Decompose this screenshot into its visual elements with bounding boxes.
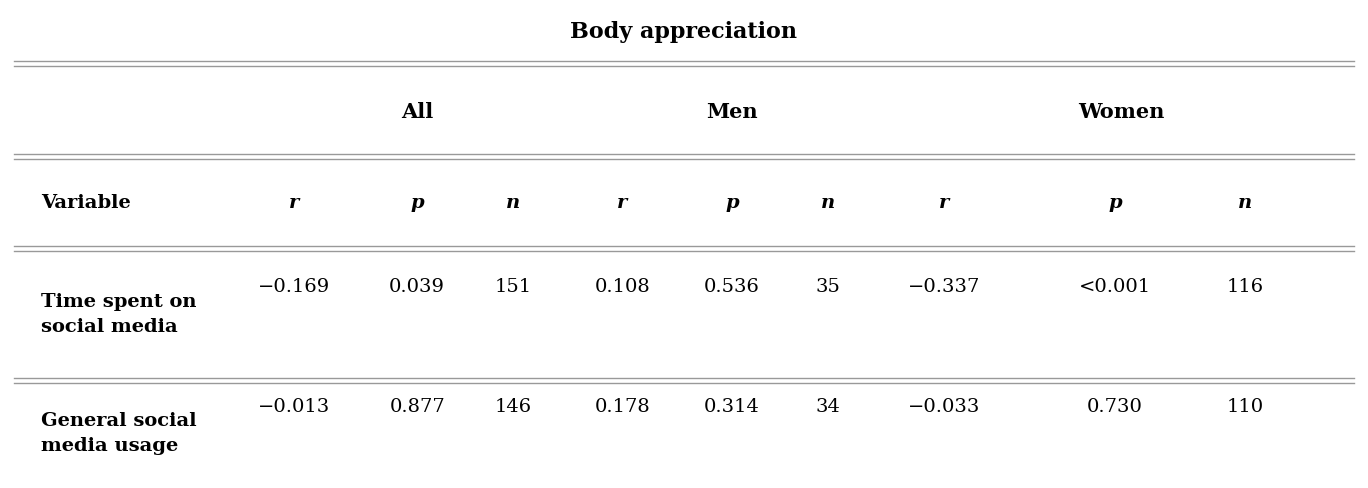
Text: −0.013: −0.013 [259, 398, 330, 416]
Text: 0.877: 0.877 [390, 398, 445, 416]
Text: r: r [617, 194, 628, 211]
Text: Variable: Variable [41, 194, 131, 211]
Text: 0.314: 0.314 [705, 398, 759, 416]
Text: 110: 110 [1226, 398, 1264, 416]
Text: Women: Women [1078, 102, 1166, 122]
Text: Body appreciation: Body appreciation [570, 20, 798, 43]
Text: n: n [821, 194, 834, 211]
Text: Men: Men [706, 102, 758, 122]
Text: −0.033: −0.033 [908, 398, 979, 416]
Text: p: p [1108, 194, 1122, 211]
Text: −0.337: −0.337 [908, 278, 979, 296]
Text: p: p [410, 194, 424, 211]
Text: −0.169: −0.169 [259, 278, 330, 296]
Text: 146: 146 [494, 398, 532, 416]
Text: 0.039: 0.039 [390, 278, 445, 296]
Text: All: All [401, 102, 434, 122]
Text: General social
media usage: General social media usage [41, 412, 197, 455]
Text: r: r [938, 194, 949, 211]
Text: 0.178: 0.178 [595, 398, 650, 416]
Text: p: p [725, 194, 739, 211]
Text: 116: 116 [1226, 278, 1264, 296]
Text: n: n [1238, 194, 1252, 211]
Text: 0.536: 0.536 [705, 278, 759, 296]
Text: n: n [506, 194, 520, 211]
Text: 0.108: 0.108 [595, 278, 650, 296]
Text: 34: 34 [815, 398, 840, 416]
Text: 0.730: 0.730 [1088, 398, 1142, 416]
Text: <0.001: <0.001 [1079, 278, 1150, 296]
Text: 151: 151 [494, 278, 532, 296]
Text: 35: 35 [815, 278, 840, 296]
Text: r: r [289, 194, 300, 211]
Text: Time spent on
social media: Time spent on social media [41, 293, 197, 336]
